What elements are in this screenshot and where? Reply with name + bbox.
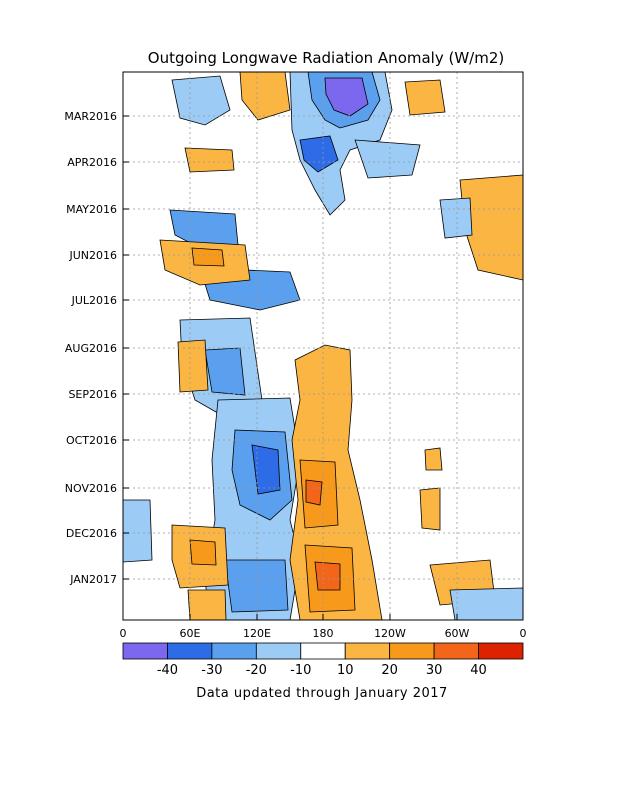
colorbar-swatch (300, 642, 346, 660)
colorbar-swatch (255, 642, 302, 660)
neg-region-jan-south (224, 559, 289, 613)
pos-region-apr-io (184, 147, 235, 173)
colorbar-label: 30 (426, 663, 443, 678)
y-tick-label: NOV2016 (65, 482, 117, 495)
y-tick-labels: MAR2016 APR2016 MAY2016 JUN2016 JUL2016 AUG20… (64, 110, 129, 586)
contour-fills (123, 72, 523, 620)
update-note: Data updated through January 2017 (196, 686, 448, 701)
y-tick-label: APR2016 (67, 156, 117, 169)
y-tick-label: DEC2016 (66, 527, 117, 540)
colorbar-label: 40 (470, 663, 487, 678)
colorbar-swatch (478, 642, 524, 660)
x-tick-labels: 0 60E 120E 180 120W 60W 0 (120, 614, 527, 640)
pos-region-aug-io (177, 339, 209, 393)
neg-region-maritime-deep (251, 444, 281, 495)
colorbar (122, 642, 524, 660)
colorbar-label: -30 (201, 663, 222, 678)
colorbar-swatch (389, 642, 435, 660)
y-tick-label: SEP2016 (68, 388, 117, 401)
colorbar-label: -20 (246, 663, 267, 678)
neg-region-spring-mid (299, 135, 339, 173)
colorbar-swatch (433, 642, 479, 660)
neg-region-sep-ep (439, 197, 473, 239)
colorbar-swatch (344, 642, 391, 660)
pos-region-dec-core (189, 539, 217, 566)
neg-region-spring-west (171, 75, 231, 126)
colorbar-swatch (211, 642, 257, 660)
x-tick-label: 60W (445, 627, 470, 640)
gridlines (123, 72, 523, 620)
y-tick-label: JAN2017 (69, 573, 117, 586)
colorbar-label: -40 (157, 663, 178, 678)
y-tick-label: OCT2016 (66, 434, 117, 447)
colorbar-label: 10 (337, 663, 354, 678)
pos-region-jun-core (191, 247, 225, 267)
pos-region-spring-ep2 (404, 79, 446, 116)
pos-region-nov-deep (305, 479, 323, 506)
x-tick-label: 120W (374, 627, 406, 640)
x-tick-label: 0 (120, 627, 127, 640)
y-tick-label: JUN2016 (68, 249, 117, 262)
colorbar-labels: -40 -30 -20 -10 10 20 30 40 (157, 663, 487, 678)
x-tick-label: 120E (243, 627, 271, 640)
x-tick-label: 60E (180, 627, 201, 640)
pos-region-nov-ep (419, 487, 441, 531)
colorbar-swatch (167, 642, 213, 660)
neg-region-apr-east (354, 139, 421, 179)
pos-region-feb-io (187, 589, 227, 620)
y-tick-label: MAY2016 (66, 203, 117, 216)
x-tick-label: 180 (313, 627, 334, 640)
y-tick-label: MAR2016 (64, 110, 117, 123)
neg-region-aug-core (204, 347, 246, 396)
colorbar-label: 20 (381, 663, 398, 678)
chart-title: Outgoing Longwave Radiation Anomaly (W/m… (148, 49, 504, 67)
pos-region-oct-ep (424, 447, 443, 471)
neg-region-dec-ep (449, 587, 523, 620)
neg-region-west-edge (123, 499, 153, 563)
pos-region-spring-io (239, 72, 291, 121)
y-tick-label: JUL2016 (71, 294, 117, 307)
x-tick-label: 0 (520, 627, 527, 640)
y-tick-label: AUG2016 (65, 342, 117, 355)
colorbar-label: -10 (290, 663, 311, 678)
colorbar-swatch (122, 642, 168, 660)
pos-region-jan-deep (314, 561, 341, 591)
